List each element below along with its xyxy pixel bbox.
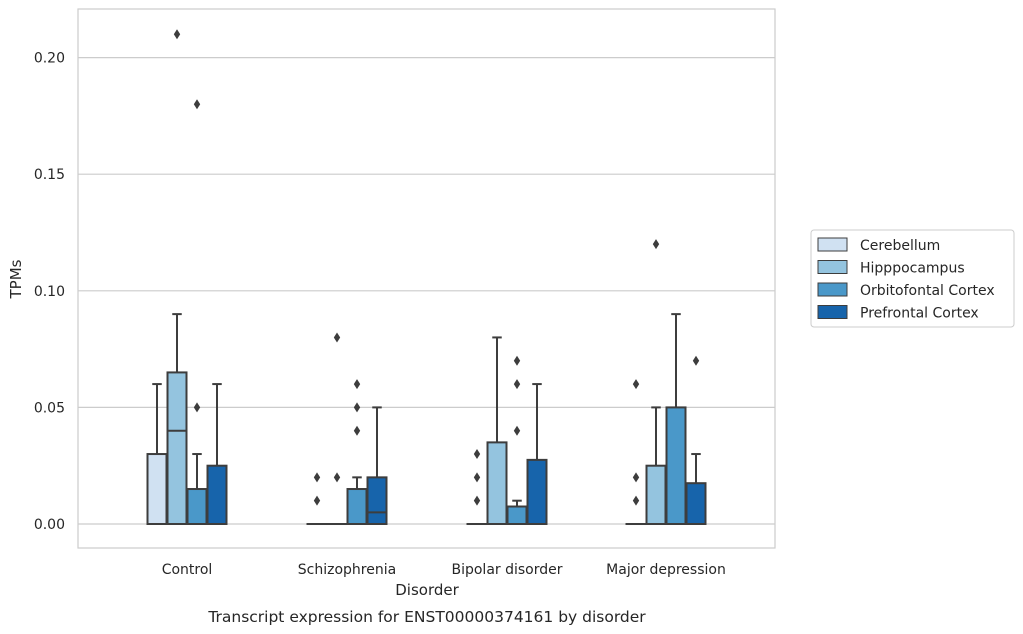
x-tick-label: Bipolar disorder [451,562,562,578]
box-iqr [186,488,208,525]
legend-label: Prefrontal Cortex [860,306,979,322]
outlier-point [333,332,341,343]
series-hipppocampus [166,29,667,526]
box [486,336,508,526]
y-tick-labels: 0.00 0.05 0.10 0.15 0.20 [34,51,65,533]
outlier-point [513,355,521,366]
outlier-point [473,495,481,506]
box [366,406,388,525]
legend-swatch [817,282,848,297]
box [506,355,528,526]
outlier-point [632,495,640,506]
y-tick-label: 0.15 [34,167,65,183]
box [346,379,368,525]
box-iqr [506,505,528,526]
box-iqr [645,464,667,526]
y-axis-label: TPMs [7,259,25,299]
x-tick-label: Control [162,562,213,578]
box-iqr [366,476,388,525]
box [526,383,548,525]
y-tick-label: 0.05 [34,400,65,416]
legend-swatch [817,237,848,252]
outlier-point [193,99,201,110]
y-tick-label: 0.20 [34,51,65,67]
plot-area [77,8,776,549]
box [166,29,188,526]
outlier-point [473,472,481,483]
box [625,379,647,526]
box [645,239,667,526]
x-tick-label: Schizophrenia [298,562,396,578]
outlier-point [632,379,640,390]
outlier-point [513,425,521,436]
outlier-point [632,472,640,483]
box [326,332,348,526]
legend-swatch [817,305,848,319]
box-iqr [206,464,228,526]
box-iqr [166,371,188,526]
box [466,449,488,526]
outlier-point [313,495,321,506]
y-tick-label: 0.00 [34,517,65,533]
chart-caption: Transcript expression for ENST0000037416… [207,608,646,626]
box [206,383,228,526]
box [665,313,687,525]
box [685,355,707,526]
outlier-point [692,355,700,366]
box-iqr [685,482,707,526]
legend: Cerebellum Hipppocampus Orbitofontal Corte… [810,229,1015,328]
outlier-point [353,425,361,436]
outlier-point [333,472,341,483]
legend-label: Hipppocampus [860,261,965,277]
box-iqr [486,441,508,526]
box-iqr [346,488,368,525]
legend-swatch [817,260,848,274]
box-iqr [526,458,548,525]
x-tick-label: Major depression [606,562,726,578]
outlier-point [353,402,361,413]
box-iqr [146,453,168,526]
series-prefrontal-cortex [206,355,707,526]
outlier-point [652,239,660,250]
x-tick-labels: Control Schizophrenia Bipolar disorder Majo… [162,562,726,578]
box-series [146,29,707,526]
legend-frame [810,229,1015,328]
outlier-point [313,472,321,483]
outlier-point [173,29,181,40]
outlier-point [193,402,201,413]
y-tick-label: 0.10 [34,284,65,300]
series-orbitofontal-cortex [186,99,687,526]
box-iqr [665,406,687,525]
x-axis-label: Disorder [395,581,459,599]
legend-label: Orbitofontal Cortex [860,283,995,299]
outlier-point [513,379,521,390]
legend-label: Cerebellum [860,238,940,254]
outlier-point [473,449,481,460]
outlier-point [353,379,361,390]
